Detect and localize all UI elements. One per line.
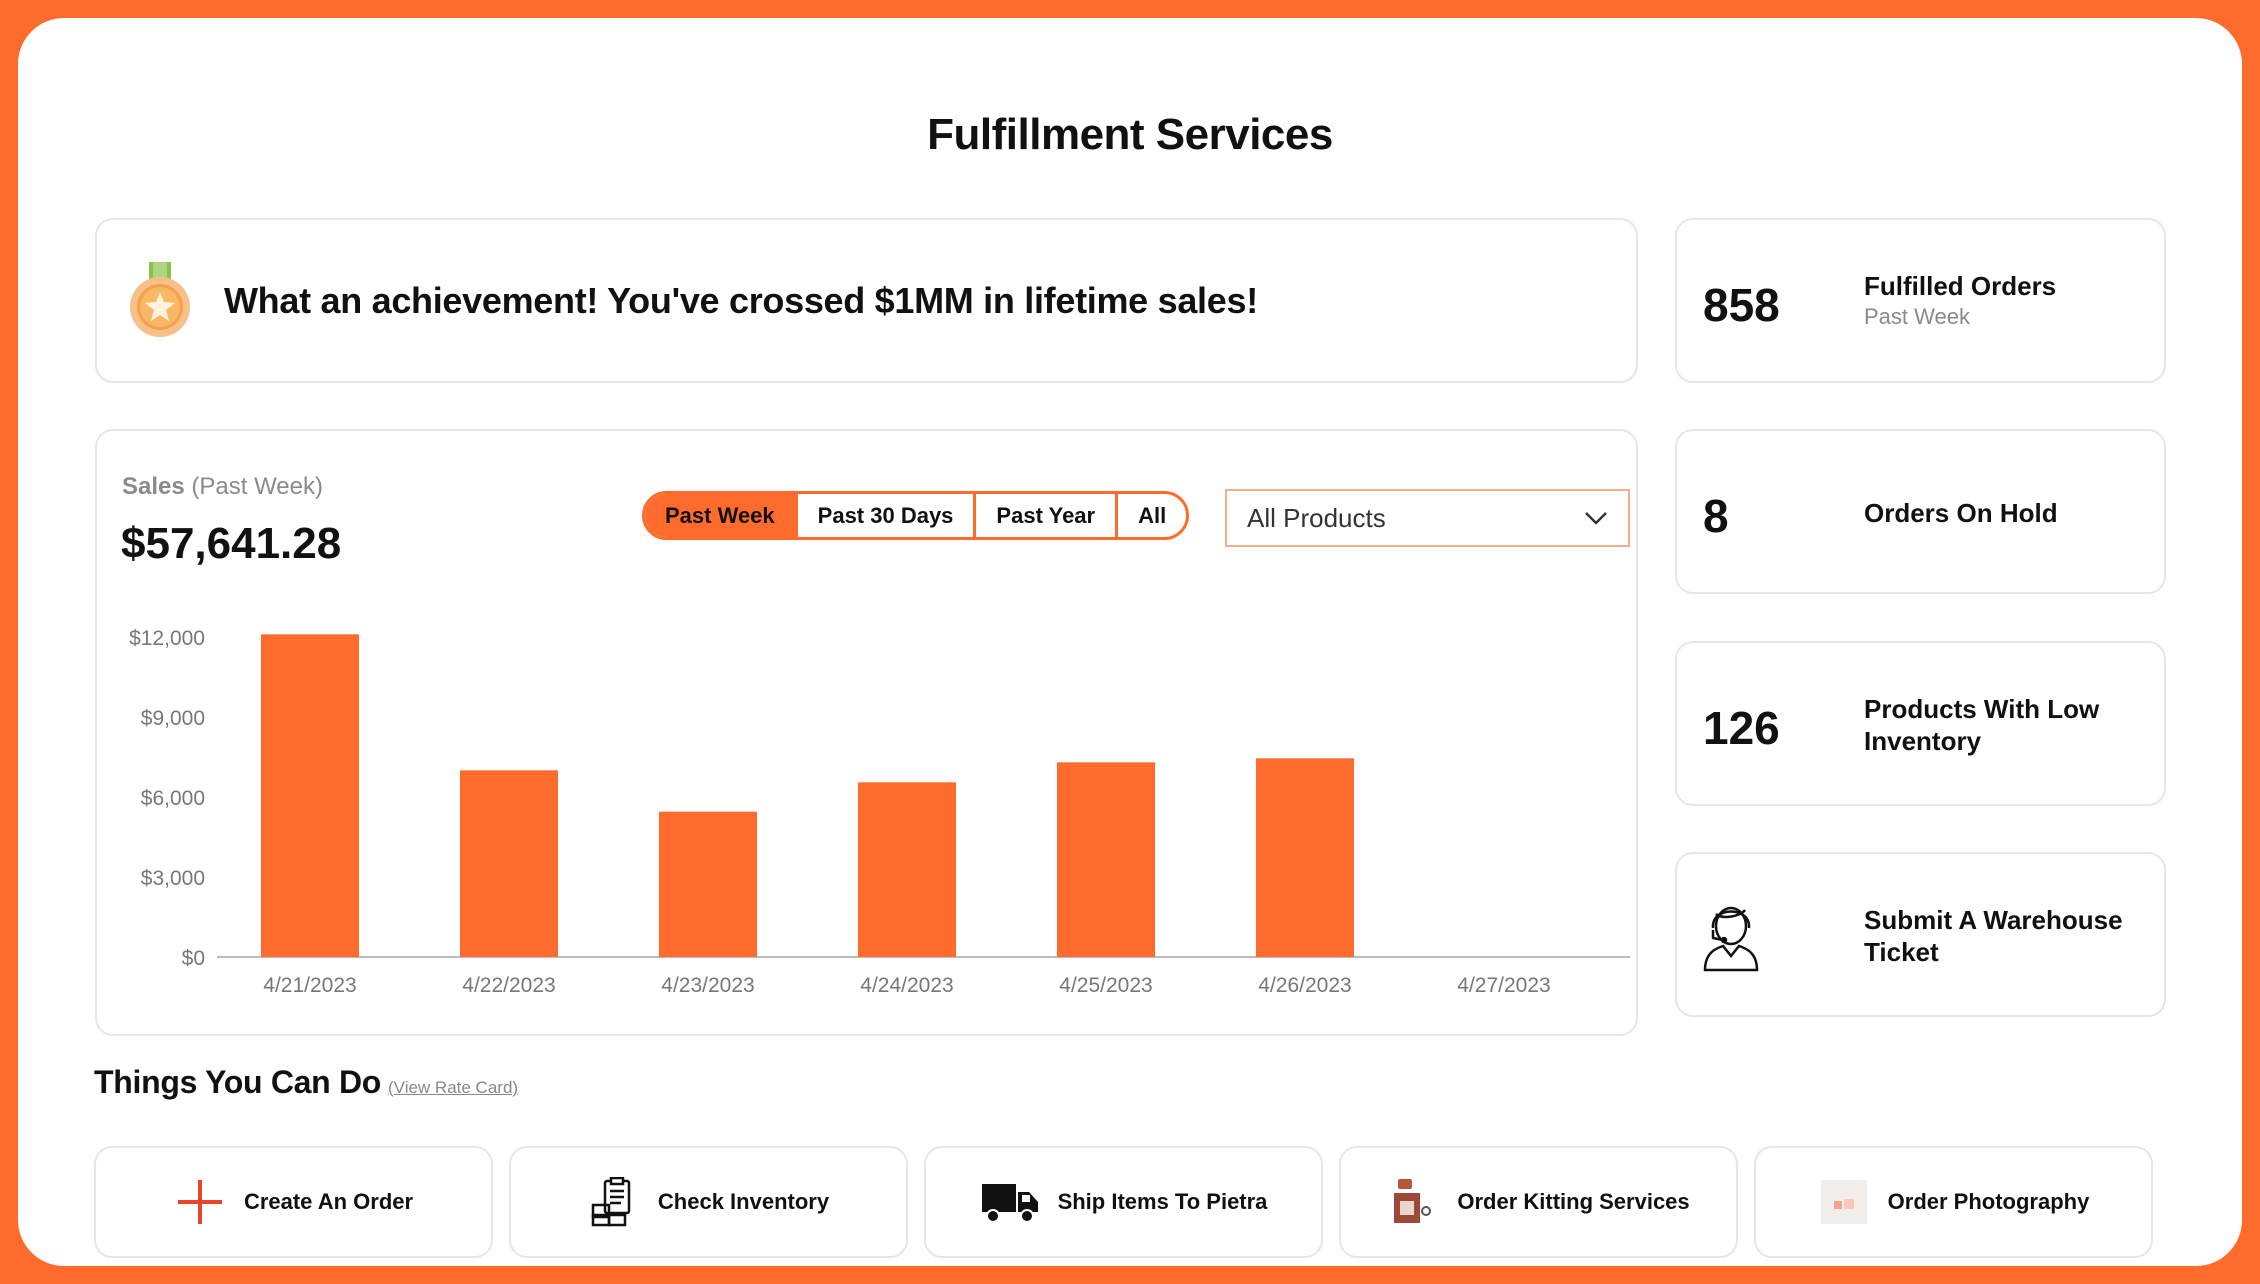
sales-chart-card: Sales (Past Week) $57,641.28 Past Week P… [95, 429, 1638, 1036]
chevron-down-icon [1585, 512, 1607, 525]
plus-icon [174, 1176, 226, 1228]
truck-icon [980, 1176, 1040, 1228]
order-kitting-button[interactable]: Order Kitting Services [1339, 1146, 1738, 1258]
actions-section-title: Things You Can Do [94, 1064, 382, 1100]
range-past-30-days-button[interactable]: Past 30 Days [798, 494, 977, 537]
action-label: Check Inventory [657, 1189, 830, 1214]
action-label: Order Kitting Services [1457, 1189, 1690, 1214]
stat-value: 858 [1703, 279, 1780, 331]
kitting-box-icon [1387, 1176, 1439, 1228]
y-tick-label: $9,000 [141, 707, 205, 730]
stat-label: Submit A Warehouse Ticket [1864, 905, 2123, 967]
x-tick-label: 4/27/2023 [1457, 974, 1550, 997]
bar-4/21/2023[interactable] [261, 634, 359, 957]
product-filter-select[interactable]: All Products [1225, 489, 1630, 547]
x-tick-label: 4/22/2023 [462, 974, 555, 997]
bar-4/25/2023[interactable] [1057, 762, 1155, 957]
range-past-year-button[interactable]: Past Year [976, 494, 1119, 537]
support-agent-icon [1703, 906, 1759, 972]
stat-value: 8 [1703, 490, 1729, 542]
y-tick-label: $12,000 [129, 627, 205, 650]
range-all-button[interactable]: All [1138, 502, 1167, 528]
sales-label: Sales [122, 473, 185, 500]
achievement-banner: What an achievement! You've crossed $1MM… [95, 218, 1638, 383]
page-title: Fulfillment Services [927, 110, 1333, 159]
inventory-clipboard-icon [588, 1176, 640, 1228]
stat-card-fulfilled-orders[interactable]: 858 Fulfilled Orders Past Week [1675, 218, 2166, 383]
y-tick-label: $3,000 [141, 867, 205, 890]
view-rate-card-link[interactable]: (View Rate Card) [388, 1078, 519, 1097]
x-tick-label: 4/25/2023 [1059, 974, 1152, 997]
bar-4/22/2023[interactable] [460, 770, 558, 957]
achievement-text: What an achievement! You've crossed $1MM… [224, 280, 1258, 321]
app-frame: Fulfillment Services What an achievement… [18, 18, 2242, 1266]
stat-card-warehouse-ticket[interactable]: Submit A Warehouse Ticket [1675, 852, 2166, 1017]
photo-icon [1818, 1176, 1870, 1228]
sales-total: $57,641.28 [121, 519, 342, 568]
stat-card-low-inventory[interactable]: 126 Products With Low Inventory [1675, 641, 2166, 806]
stat-value: 126 [1703, 702, 1780, 754]
range-past-week-button[interactable]: Past Week [645, 494, 798, 537]
stat-card-orders-on-hold[interactable]: 8 Orders On Hold [1675, 429, 2166, 594]
sales-heading: Sales (Past Week) [122, 473, 323, 501]
x-tick-label: 4/21/2023 [263, 974, 356, 997]
x-tick-label: 4/26/2023 [1258, 974, 1351, 997]
stat-label: Products With Low Inventory [1864, 694, 2100, 756]
bar-4/23/2023[interactable] [659, 811, 757, 957]
stat-sublabel: Past Week [1864, 304, 1970, 329]
y-tick-label: $6,000 [141, 787, 205, 810]
bar-4/26/2023[interactable] [1256, 758, 1354, 957]
stat-label: Fulfilled Orders [1864, 271, 2057, 301]
range-toggle: Past Week Past 30 Days Past Year All [642, 491, 1190, 540]
stat-label: Orders On Hold [1864, 498, 2058, 528]
check-inventory-button[interactable]: Check Inventory [509, 1146, 908, 1258]
create-order-button[interactable]: Create An Order [94, 1146, 493, 1258]
ship-items-button[interactable]: Ship Items To Pietra [924, 1146, 1323, 1258]
product-filter-value: All Products [1247, 502, 1386, 533]
x-tick-label: 4/24/2023 [860, 974, 953, 997]
x-tick-label: 4/23/2023 [661, 974, 754, 997]
y-tick-label: $0 [182, 947, 205, 970]
action-label: Ship Items To Pietra [1057, 1189, 1268, 1214]
order-photography-button[interactable]: Order Photography [1754, 1146, 2153, 1258]
sales-bar-chart: $0 $3,000 $6,000 $9,000 $12,000 4/21/2023 4/22… [129, 627, 1630, 997]
action-label: Create An Order [243, 1189, 414, 1214]
sales-period: (Past Week) [191, 473, 323, 500]
medal-icon [130, 262, 190, 337]
bar-4/24/2023[interactable] [858, 782, 956, 957]
action-label: Order Photography [1887, 1189, 2090, 1214]
